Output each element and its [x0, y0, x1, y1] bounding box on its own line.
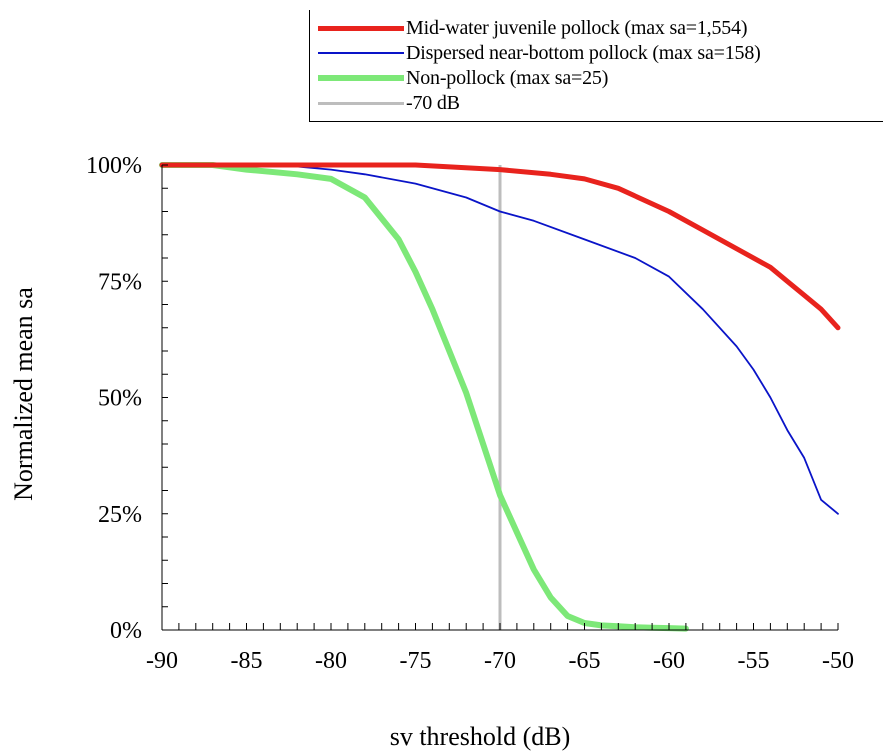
legend-item-mid-water: Mid-water juvenile pollock (max sa=1,554…: [318, 16, 748, 40]
y-tick-label: 50%: [98, 386, 142, 412]
chart-legend: Mid-water juvenile pollock (max sa=1,554…: [309, 10, 883, 122]
x-tick-label: -90: [146, 648, 178, 674]
legend-swatch-mid-water: [318, 25, 404, 31]
legend-item-non-pollock: Non-pollock (max sa=25): [318, 66, 608, 90]
y-tick-label: 75%: [98, 269, 142, 295]
x-tick-label: -60: [653, 648, 685, 674]
y-tick-label: 0%: [110, 618, 142, 644]
legend-swatch-threshold: [318, 101, 404, 105]
y-axis-title: Normalized mean sa: [9, 287, 38, 501]
x-tick-label: -85: [231, 648, 263, 674]
legend-swatch-near-bottom: [318, 52, 404, 54]
tick-labels: -90 -85 -80 -75 -70 -65 -60 -55 -50 0% 25% 50% 75% 10…: [86, 153, 854, 674]
series-line-near-bottom: [161, 164, 839, 515]
x-tick-label: -55: [738, 648, 770, 674]
y-minor-ticks: [162, 164, 168, 631]
x-tick-label: -50: [822, 648, 854, 674]
y-tick-label: 25%: [98, 502, 142, 528]
axes: [161, 164, 839, 631]
legend-item-threshold: -70 dB: [318, 91, 460, 115]
legend-label-threshold: -70 dB: [406, 91, 460, 114]
legend-label-non-pollock: Non-pollock (max sa=25): [406, 66, 609, 89]
plot-lines: [159, 162, 841, 632]
x-tick-label: -80: [315, 648, 347, 674]
y-tick-label: 100%: [86, 153, 142, 179]
series-line-mid-water: [159, 162, 841, 331]
legend-label-mid-water: Mid-water juvenile pollock (max sa=1,554…: [406, 16, 748, 39]
x-tick-label: -65: [569, 648, 601, 674]
x-axis-title: sv threshold (dB): [390, 722, 571, 751]
legend-label-near-bottom: Dispersed near-bottom pollock (max sa=15…: [406, 41, 761, 64]
x-tick-label: -70: [484, 648, 516, 674]
legend-swatch-non-pollock: [318, 75, 404, 81]
x-minor-ticks: [161, 623, 839, 630]
series-line-non-pollock: [159, 162, 689, 632]
x-tick-label: -75: [400, 648, 432, 674]
legend-item-near-bottom: Dispersed near-bottom pollock (max sa=15…: [318, 41, 761, 65]
